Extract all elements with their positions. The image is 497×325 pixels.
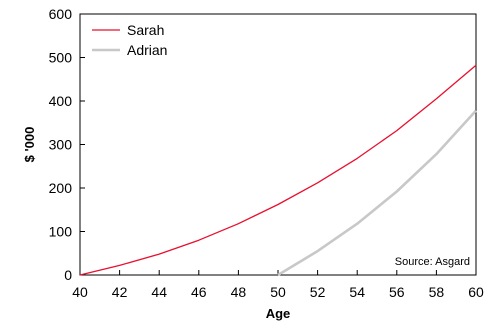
x-axis-ticks: 40 42 44 46 48 50 52 54 56 58 60	[72, 270, 484, 300]
x-tick-label: 46	[191, 284, 207, 300]
x-tick-label: 60	[468, 284, 484, 300]
x-tick-label: 48	[231, 284, 247, 300]
x-tick-label: 44	[151, 284, 167, 300]
x-tick-label: 56	[389, 284, 405, 300]
y-tick-label: 0	[64, 267, 72, 283]
y-axis-title: $ '000	[22, 127, 37, 163]
y-tick-label: 500	[49, 50, 73, 66]
x-tick-label: 50	[270, 284, 286, 300]
source-annotation: Source: Asgard	[395, 256, 470, 268]
y-tick-label: 200	[49, 180, 73, 196]
y-tick-label: 400	[49, 93, 73, 109]
y-tick-label: 100	[49, 224, 73, 240]
series-line-sarah	[79, 64, 477, 276]
series-layer	[79, 64, 477, 277]
x-tick-label: 42	[112, 284, 128, 300]
y-tick-label: 600	[49, 6, 73, 22]
x-tick-label: 58	[429, 284, 445, 300]
series-line-adrian	[277, 109, 477, 277]
y-axis-ticks: 0 100 200 300 400 500 600	[49, 6, 85, 283]
y-tick-label: 300	[49, 137, 73, 153]
x-axis-title: Age	[266, 306, 291, 321]
x-tick-label: 40	[72, 284, 88, 300]
legend-label-adrian: Adrian	[127, 42, 167, 58]
x-tick-label: 54	[349, 284, 365, 300]
legend-label-sarah: Sarah	[127, 22, 164, 38]
legend: Sarah Adrian	[92, 22, 167, 58]
x-tick-label: 52	[310, 284, 326, 300]
